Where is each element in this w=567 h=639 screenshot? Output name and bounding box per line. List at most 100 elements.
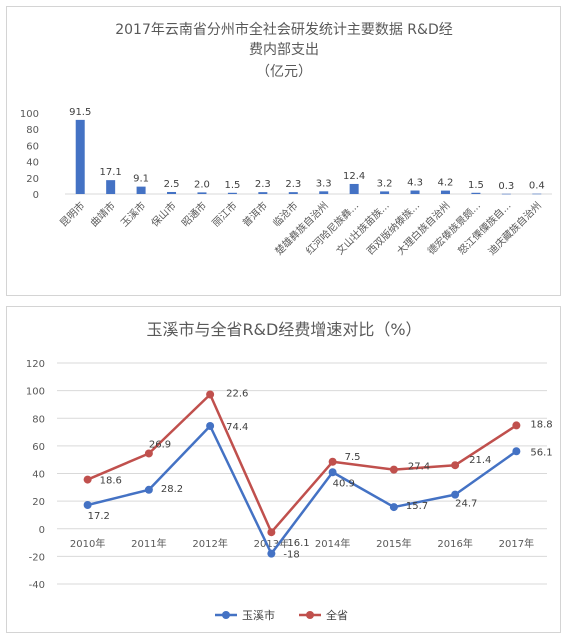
point-value-label: 74.4	[226, 422, 248, 433]
bar-value-label: 1.5	[468, 180, 484, 191]
y-tick-label: 80	[32, 414, 45, 425]
y-tick-label: 20	[26, 174, 39, 185]
bar	[440, 190, 450, 194]
series-point	[83, 500, 92, 509]
bar	[501, 193, 511, 195]
bar	[471, 192, 481, 194]
bar-value-label: 4.2	[438, 178, 454, 189]
legend-label: 全省	[326, 608, 348, 622]
bar-value-label: 3.3	[316, 178, 332, 189]
series-point	[206, 421, 215, 430]
series-point	[451, 490, 460, 499]
point-value-label: 21.4	[469, 455, 491, 466]
category-label: 保山市	[148, 199, 178, 229]
bar-value-label: 0.4	[529, 181, 545, 192]
bar-value-label: 2.5	[164, 179, 180, 190]
bar-value-label: 3.2	[377, 178, 393, 189]
point-value-label: 24.7	[455, 499, 477, 510]
bar-value-label: 2.3	[255, 179, 271, 190]
line-chart: 玉溪市与全省R&D经费增速对比（%） -40 -20 0 20 40 60 80 100 120 2…	[26, 320, 553, 622]
x-tick-label: 2015年	[376, 537, 411, 550]
bar	[197, 192, 207, 194]
series-point	[206, 390, 215, 399]
y-tick-label: 60	[26, 141, 39, 152]
bar-chart-title-line: 2017年云南省分州市全社会研发统计主要数据 R&D经	[115, 21, 453, 38]
point-value-label: 27.4	[408, 462, 430, 473]
bar	[410, 190, 420, 194]
line-chart-panel: 玉溪市与全省R&D经费增速对比（%） -40 -20 0 20 40 60 80 100 120 2…	[6, 306, 561, 633]
y-tick-label: 0	[39, 525, 45, 536]
category-label: 西双版纳傣族...	[364, 199, 422, 257]
x-tick-label: 2011年	[131, 537, 166, 550]
point-value-label: 17.2	[88, 511, 110, 522]
bar-chart-panel: 2017年云南省分州市全社会研发统计主要数据 R&D经 费内部支出 （亿元） 0 20 4…	[6, 6, 561, 296]
series-point	[389, 503, 398, 512]
x-tick-label: 2012年	[192, 537, 227, 550]
category-label: 玉溪市	[118, 199, 148, 229]
bar	[380, 191, 390, 194]
y-tick-label: -40	[29, 580, 45, 591]
category-label: 楚雄彝族自治州	[272, 199, 331, 258]
point-value-label: 56.1	[530, 447, 552, 458]
y-tick-label: 100	[26, 387, 45, 398]
y-tick-label: 60	[32, 442, 45, 453]
bar-value-label: 1.5	[224, 180, 240, 191]
y-tick-label: 100	[20, 109, 39, 120]
point-value-label: 18.6	[100, 476, 122, 487]
point-value-label: 7.5	[345, 452, 361, 463]
category-label: 昆明市	[57, 199, 87, 229]
category-label: 德宏傣族景颇...	[425, 199, 483, 257]
bar-value-label: 4.3	[407, 178, 423, 189]
point-value-label: 28.2	[161, 484, 183, 495]
legend-label: 玉溪市	[242, 608, 275, 622]
category-label: 丽江市	[209, 199, 239, 229]
series-line	[87, 393, 518, 534]
point-value-label: 15.7	[406, 501, 428, 512]
bar	[288, 192, 298, 194]
line-chart-title: 玉溪市与全省R&D经费增速对比（%）	[146, 320, 421, 339]
category-label: 大理白族自治州	[394, 199, 453, 258]
series-point	[328, 468, 337, 477]
point-value-label: 40.9	[333, 478, 355, 489]
bar	[227, 192, 237, 194]
bar	[349, 183, 359, 194]
bar-chart-title-line: 费内部支出	[249, 42, 319, 58]
series-line	[87, 424, 518, 555]
series-point	[267, 528, 276, 537]
bar-value-label: 17.1	[100, 167, 122, 178]
bar-value-label: 2.0	[194, 179, 210, 190]
series-point	[83, 475, 92, 484]
series-point	[451, 461, 460, 470]
bar-value-label: 0.3	[498, 181, 514, 192]
bar-value-label: 91.5	[69, 107, 91, 118]
legend-marker	[306, 611, 314, 619]
bar-value-label: 12.4	[343, 171, 365, 182]
x-tick-label: 2017年	[499, 537, 534, 550]
y-tick-label: 20	[32, 497, 45, 508]
point-value-label: 16.1	[287, 538, 309, 549]
x-tick-label: 2014年	[315, 537, 350, 550]
x-tick-label: 2016年	[437, 537, 472, 550]
series-point	[267, 549, 276, 558]
category-label: 昭通市	[179, 199, 209, 229]
series-point	[144, 449, 153, 458]
category-label: 文山壮族苗族...	[333, 199, 391, 257]
point-value-label: 18.8	[530, 419, 552, 430]
series-point	[512, 447, 521, 456]
y-tick-label: 0	[33, 190, 39, 201]
bar	[75, 119, 85, 194]
bar	[136, 186, 146, 194]
legend-marker	[222, 611, 230, 619]
category-label: 怒江傈僳族自...	[455, 199, 513, 257]
series-point	[512, 421, 521, 430]
bar	[258, 192, 268, 194]
x-tick-label: 2010年	[70, 537, 105, 550]
bar	[106, 180, 116, 194]
y-tick-label: 40	[32, 470, 45, 481]
category-label: 临沧市	[270, 199, 300, 229]
point-value-label: 22.6	[226, 388, 248, 399]
category-label: 红河哈尼族彝...	[303, 199, 361, 257]
bar-value-label: 2.3	[285, 179, 301, 190]
y-tick-label: 80	[26, 125, 39, 136]
